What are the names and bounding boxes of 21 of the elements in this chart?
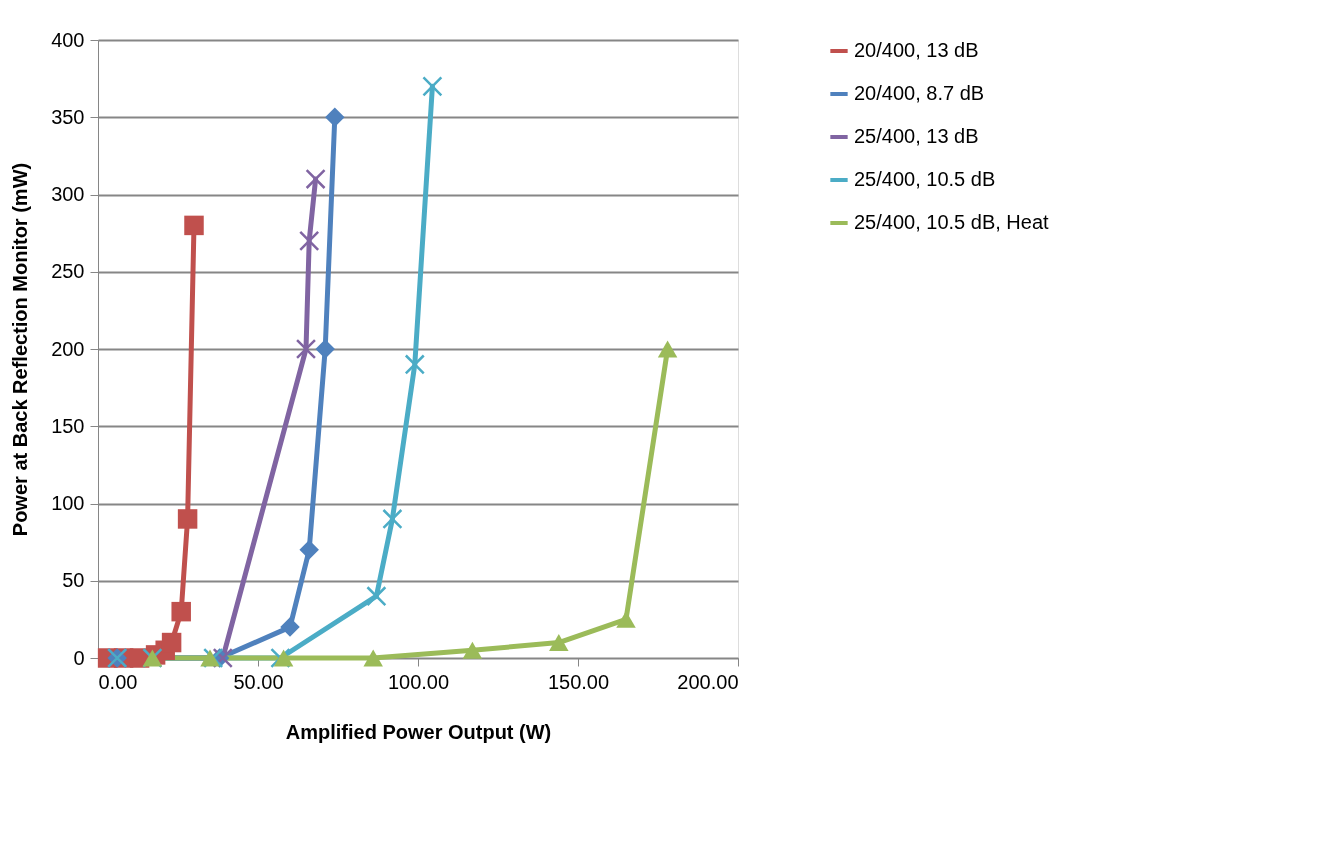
x-tick-label: 150.00	[547, 670, 610, 693]
y-tick-label: 250	[51, 260, 85, 283]
x-tick-label: 200.00	[677, 670, 739, 693]
legend-label: 25/400, 13 dB	[854, 125, 979, 147]
y-tick-label: 100	[51, 492, 85, 514]
x-tick-label: 100.00	[387, 670, 450, 693]
x-tick-label: 50.00	[233, 670, 284, 693]
legend-label: 20/400, 13 dB	[854, 39, 979, 61]
legend-label: 25/400, 10.5 dB	[854, 168, 996, 190]
y-tick-label: 350	[51, 105, 85, 128]
y-tick-label: 200	[51, 337, 85, 360]
y-axis-title: Power at Back Reflection Monitor (mW)	[9, 162, 32, 537]
y-tick-label: 400	[51, 28, 85, 51]
y-tick-label: 50	[62, 569, 85, 592]
x-axis-title: Amplified Power Output (W)	[285, 720, 552, 743]
legend-label: 25/400, 10.5 dB, Heat	[854, 211, 1050, 233]
legend-label: 20/400, 8.7 dB	[854, 82, 985, 104]
y-tick-label: 300	[51, 183, 85, 205]
y-tick-label: 150	[51, 414, 85, 437]
x-tick-label: 0.00	[98, 670, 138, 693]
y-tick-label: 0	[73, 646, 85, 669]
